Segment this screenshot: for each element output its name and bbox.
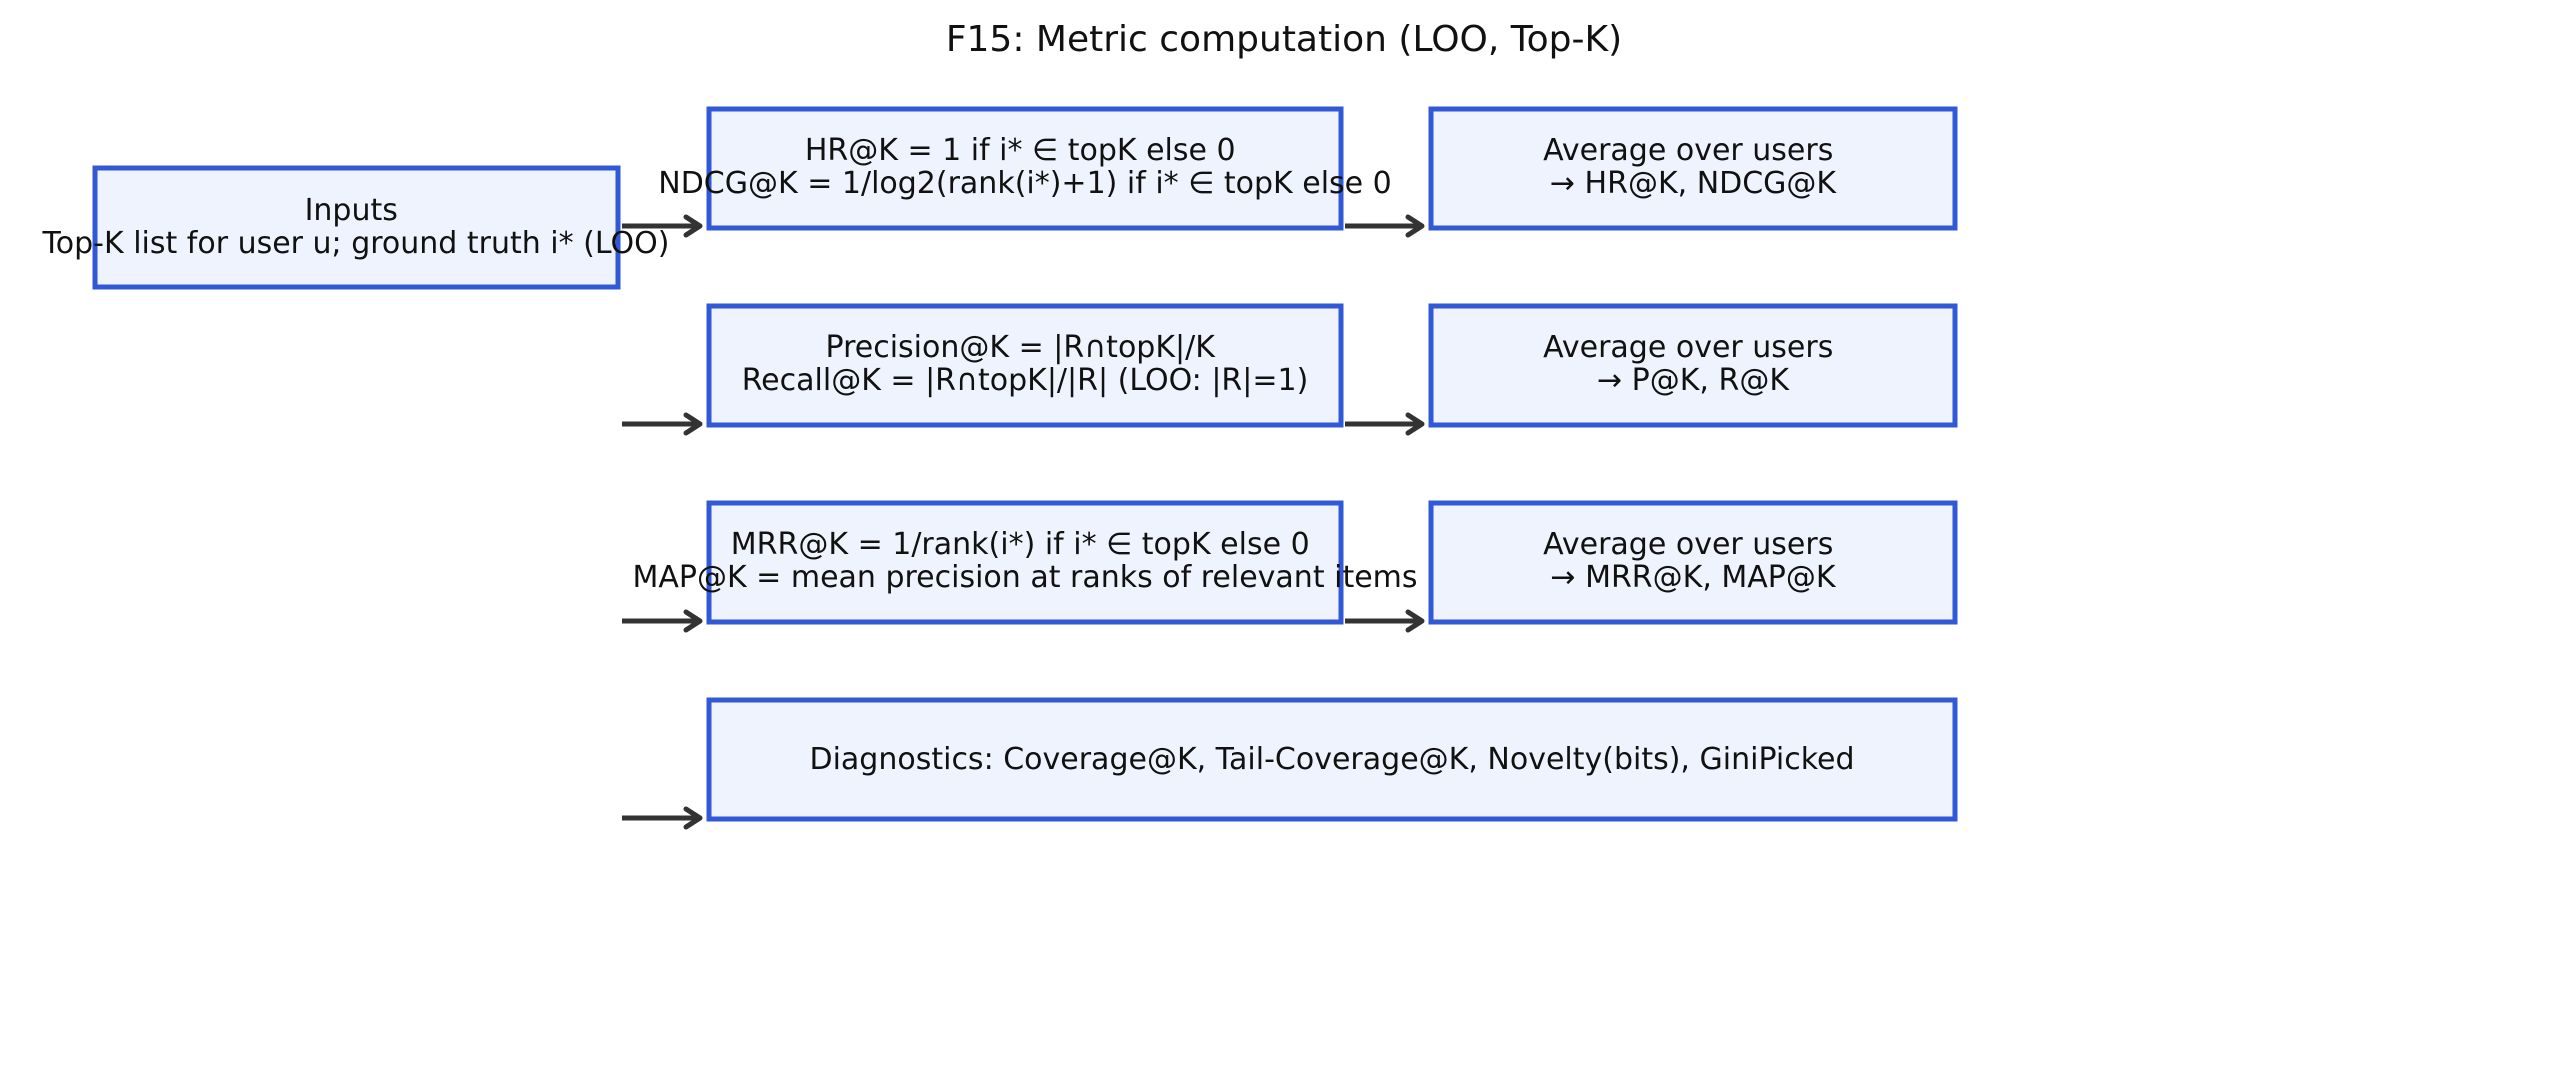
average-mrr-map-box-line-2: → MRR@K, MAP@K [1550,560,1836,595]
diagnostics-box-line-1: Diagnostics: Coverage@K, Tail-Coverage@K… [809,742,1854,777]
arrow-mrr-map-to-average [1345,609,1425,633]
average-p-r-box: Average over users → P@K, R@K [1428,303,1958,428]
svg-text:MRR@K = 1/rank(i*) if i* ∈ top: MRR@K = 1/rank(i*) if i* ∈ topK else 0 M… [632,527,1417,595]
svg-text:HR@K = 1 if i* ∈ topK else 0: HR@K = 1 if i* ∈ topK else 0 NDCG@K = 1/… [658,133,1392,201]
svg-text:Average over users → P@K: Average over users → P@K, R@K [1543,330,1843,398]
svg-text:Inputs Top-K list for us: Inputs Top-K list for user u; ground tru… [42,193,670,261]
mrr-map-box-line-1: MRR@K = 1/rank(i*) if i* ∈ topK else 0 [731,527,1310,562]
precision-recall-box-line-1: Precision@K = |R∩topK|/K [826,330,1217,365]
average-hr-ndcg-box: Average over users → HR@K, NDCG@K [1428,106,1958,231]
average-p-r-box-line-2: → P@K, R@K [1597,363,1790,398]
arrow-inputs-to-mrr-map [622,609,703,633]
arrow-inputs-to-hr-ndcg [622,214,703,238]
svg-text:Average over users → MRR: Average over users → MRR@K, MAP@K [1543,527,1843,595]
inputs-box-line-1: Inputs [305,193,398,228]
inputs-box: Inputs Top-K list for user u; ground tru… [42,165,670,290]
average-p-r-box-line-1: Average over users [1543,330,1833,365]
average-hr-ndcg-box-line-1: Average over users [1543,133,1833,168]
arrow-inputs-to-diagnostics [622,806,703,830]
hr-ndcg-box-line-1: HR@K = 1 if i* ∈ topK else 0 [805,133,1236,168]
precision-recall-box: Precision@K = |R∩topK|/K Recall@K = |R∩t… [706,303,1344,428]
svg-text:Diagnostics: Coverage@K, Tail-: Diagnostics: Coverage@K, Tail-Coverage@K… [809,742,1854,777]
hr-ndcg-box-line-2: NDCG@K = 1/log2(rank(i*)+1) if i* ∈ topK… [658,166,1392,201]
svg-text:Precision@K = |R∩topK|/K: Precision@K = |R∩topK|/K Recall@K = |R∩t… [742,330,1309,398]
hr-ndcg-box: HR@K = 1 if i* ∈ topK else 0 NDCG@K = 1/… [658,106,1392,231]
arrow-inputs-to-precision-recall [622,412,703,436]
mrr-map-box: MRR@K = 1/rank(i*) if i* ∈ topK else 0 M… [632,500,1418,625]
average-hr-ndcg-box-line-2: → HR@K, NDCG@K [1550,166,1838,201]
inputs-box-line-2: Top-K list for user u; ground truth i* (… [42,226,670,261]
average-mrr-map-box-line-1: Average over users [1543,527,1833,562]
average-mrr-map-box: Average over users → MRR@K, MAP@K [1428,500,1958,625]
arrow-hr-ndcg-to-average [1345,214,1425,238]
svg-text:Average over users → HR@: Average over users → HR@K, NDCG@K [1543,133,1843,201]
diagnostics-box: Diagnostics: Coverage@K, Tail-Coverage@K… [706,697,1958,822]
diagram-title: F15: Metric computation (LOO, Top-K) [946,19,1622,60]
precision-recall-box-line-2: Recall@K = |R∩topK|/|R| (LOO: |R|=1) [742,363,1309,398]
mrr-map-box-line-2: MAP@K = mean precision at ranks of relev… [632,560,1417,595]
arrow-precision-recall-to-average [1345,412,1425,436]
